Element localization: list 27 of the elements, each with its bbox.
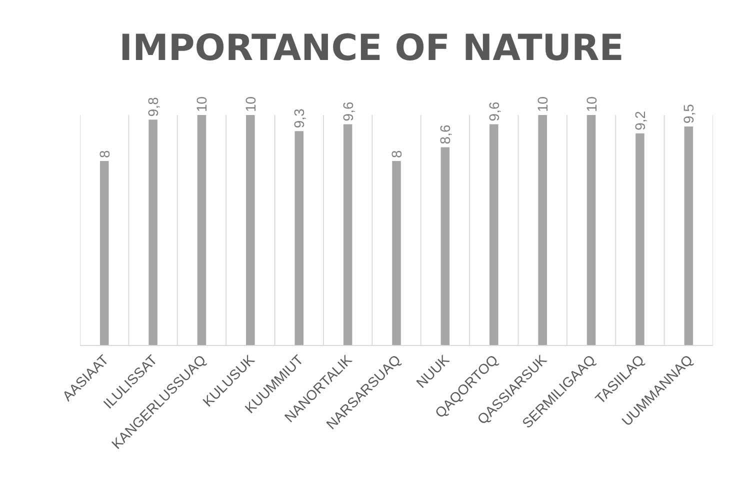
data-label: 10 (194, 96, 210, 112)
bar (294, 131, 304, 345)
bar (100, 161, 109, 345)
data-label: 9,5 (680, 104, 697, 124)
data-label: 10 (534, 96, 551, 112)
bar (197, 115, 206, 345)
bar (148, 120, 158, 345)
data-label: 10 (583, 96, 600, 112)
bar (538, 115, 547, 345)
chart-title: IMPORTANCE OF NATURE (119, 28, 624, 69)
bar (440, 147, 450, 345)
data-label: 9,2 (632, 110, 648, 130)
bar (246, 115, 255, 345)
data-label: 9,3 (291, 108, 308, 128)
bar (586, 115, 596, 345)
data-label: 8,6 (437, 124, 454, 144)
data-label: 8 (388, 150, 404, 158)
data-label: 10 (242, 96, 258, 112)
bar (343, 124, 352, 345)
bar (392, 161, 401, 345)
bar (490, 124, 498, 345)
data-label: 9,6 (486, 102, 502, 122)
data-label: 9,6 (340, 102, 356, 122)
data-label: 8 (96, 150, 112, 158)
bar (684, 126, 694, 345)
bar (636, 133, 644, 345)
data-label: 9,8 (145, 96, 162, 117)
